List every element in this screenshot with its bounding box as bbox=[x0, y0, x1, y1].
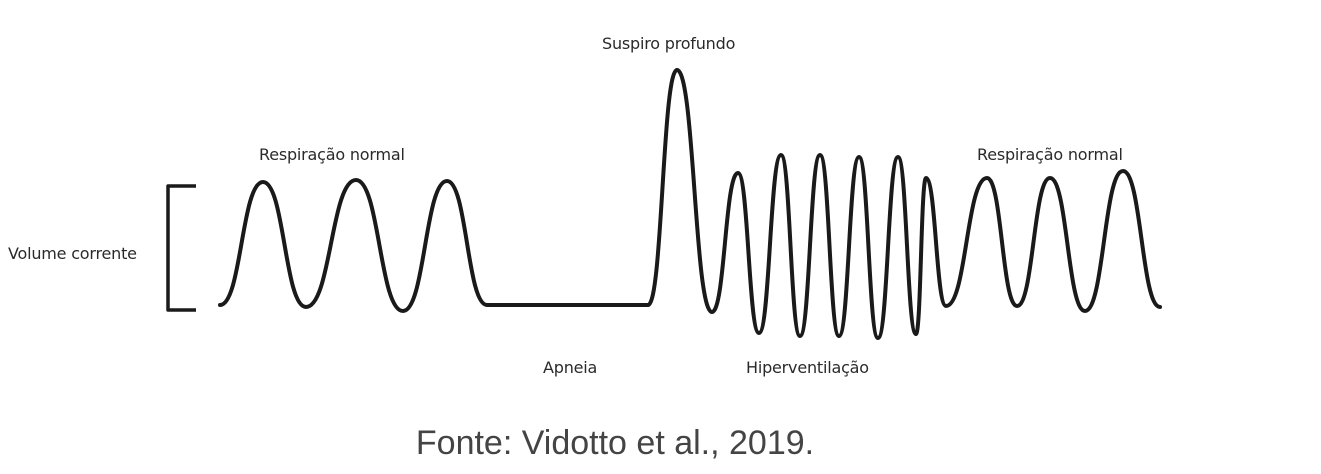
deep-sigh-label: Suspiro profundo bbox=[602, 34, 736, 53]
tidal-volume-label: Volume corrente bbox=[8, 244, 137, 263]
tidal-volume-bracket bbox=[166, 184, 196, 312]
apnea-label: Apneia bbox=[543, 358, 598, 377]
normal-breathing-label-left: Respiração normal bbox=[259, 145, 405, 164]
figure-caption: Fonte: Vidotto et al., 2019. bbox=[415, 424, 815, 462]
normal-breathing-label-right: Respiração normal bbox=[977, 145, 1123, 164]
respiratory-waveform bbox=[218, 68, 1162, 340]
hyperventilation-label: Hiperventilação bbox=[746, 358, 869, 377]
